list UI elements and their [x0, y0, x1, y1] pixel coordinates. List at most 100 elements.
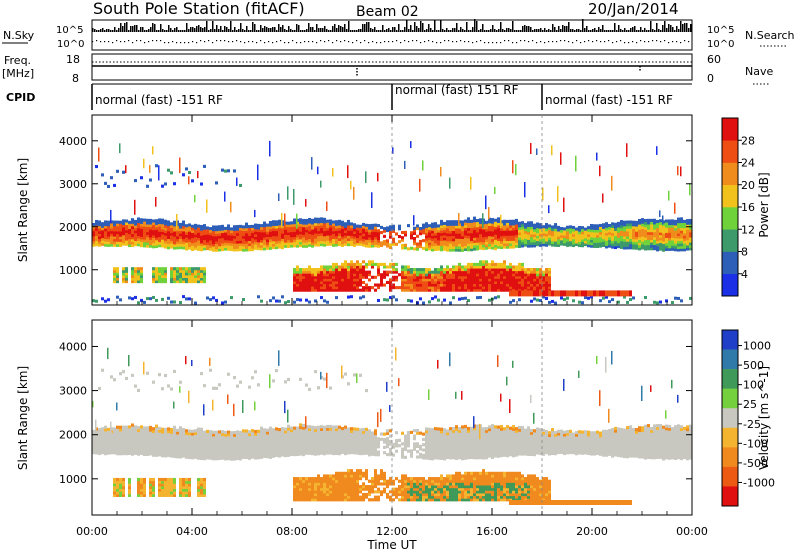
velocity-cell — [149, 425, 152, 429]
nsky-bar — [614, 23, 616, 32]
power-cell — [482, 265, 485, 269]
power-cell — [578, 241, 581, 245]
nsearch-dot — [168, 42, 170, 44]
velocity-cell — [152, 485, 155, 490]
power-cell — [446, 248, 449, 252]
power-cell — [350, 222, 353, 226]
power-cell — [494, 247, 497, 251]
velocity-cell — [176, 428, 179, 432]
power-cell — [671, 224, 674, 228]
power-cell — [347, 230, 350, 234]
nsky-bar — [184, 30, 186, 32]
power-cell — [473, 265, 476, 269]
power-cell — [185, 242, 188, 246]
power-cell — [497, 278, 500, 282]
power-cell — [335, 227, 338, 232]
power-cell — [488, 270, 491, 274]
power-cell — [173, 233, 176, 237]
power-cell — [335, 243, 338, 247]
velocity-cell — [188, 448, 191, 452]
power-cell — [134, 267, 137, 271]
power-cell — [584, 296, 587, 300]
velocity-cell — [272, 379, 275, 383]
power-cell — [359, 278, 362, 282]
power-cell — [644, 237, 647, 241]
power-cell — [314, 227, 317, 231]
power-cell — [191, 272, 194, 276]
velocity-cell — [332, 433, 335, 437]
power-cell — [302, 226, 305, 230]
velocity-cell — [200, 485, 203, 490]
velocity-cell — [182, 449, 185, 453]
velocity-cell — [335, 451, 338, 455]
power-cell — [107, 233, 110, 237]
power-cell — [206, 241, 209, 245]
power-cell — [272, 243, 275, 247]
velocity-cell — [128, 493, 131, 497]
power-cell — [392, 268, 395, 272]
power-cell — [479, 238, 482, 242]
nsky-bar — [480, 29, 482, 32]
power-cell — [476, 219, 479, 223]
power-cell — [545, 233, 548, 237]
power-cell — [473, 242, 476, 246]
nsky-bar — [198, 25, 200, 32]
power-cell — [134, 274, 137, 278]
power-cell — [353, 186, 355, 200]
power-cell — [263, 226, 266, 230]
power-cell — [428, 273, 431, 277]
power-cell — [563, 235, 566, 239]
nsky-bar — [92, 28, 94, 32]
velocity-cell — [326, 438, 329, 442]
power-cell — [362, 260, 365, 264]
velocity-cell — [320, 448, 323, 453]
power-cell — [329, 288, 332, 292]
power-cell — [152, 224, 155, 228]
power-cell — [584, 240, 587, 244]
power-cell — [551, 233, 554, 237]
power-cell — [320, 273, 323, 277]
power-cell — [515, 164, 517, 176]
power-cell — [497, 286, 500, 290]
power-cell — [329, 219, 332, 223]
power-cell — [587, 290, 590, 297]
velocity-cell — [272, 430, 275, 435]
power-cell — [470, 265, 473, 269]
power-cell — [179, 274, 182, 278]
power-cell — [209, 237, 212, 241]
velocity-cell — [293, 482, 296, 486]
power-cell — [233, 232, 236, 237]
nsearch-dot — [436, 42, 438, 44]
velocity-cell — [317, 482, 320, 486]
power-cell — [197, 242, 200, 246]
power-cell — [674, 245, 677, 249]
nsearch-dot — [112, 42, 114, 44]
power-cell — [599, 229, 602, 233]
power-cell — [470, 278, 473, 282]
velocity-cell — [128, 480, 131, 484]
nsky-bar — [530, 27, 532, 32]
power-cell — [473, 237, 476, 241]
power-cell — [446, 286, 449, 290]
power-cell — [305, 221, 308, 225]
power-cell — [686, 224, 689, 228]
power-cell — [470, 275, 473, 279]
power-cell — [521, 286, 524, 290]
power-cell — [515, 290, 518, 297]
velocity-cell — [188, 480, 191, 484]
power-cell — [170, 274, 173, 278]
velocity-cell — [188, 437, 191, 441]
nsky-bar — [272, 27, 274, 32]
velocity-cell — [158, 447, 161, 452]
power-cell — [602, 228, 605, 232]
power-cell — [542, 273, 545, 277]
power-cell — [167, 220, 170, 224]
power-cell — [203, 164, 206, 168]
velocity-cell — [284, 435, 287, 439]
power-cell — [116, 230, 119, 235]
power-cell — [128, 228, 131, 232]
power-cell — [194, 277, 197, 281]
velocity-cell — [302, 439, 305, 443]
velocity-cell — [134, 435, 137, 439]
velocity-cell — [272, 433, 275, 437]
